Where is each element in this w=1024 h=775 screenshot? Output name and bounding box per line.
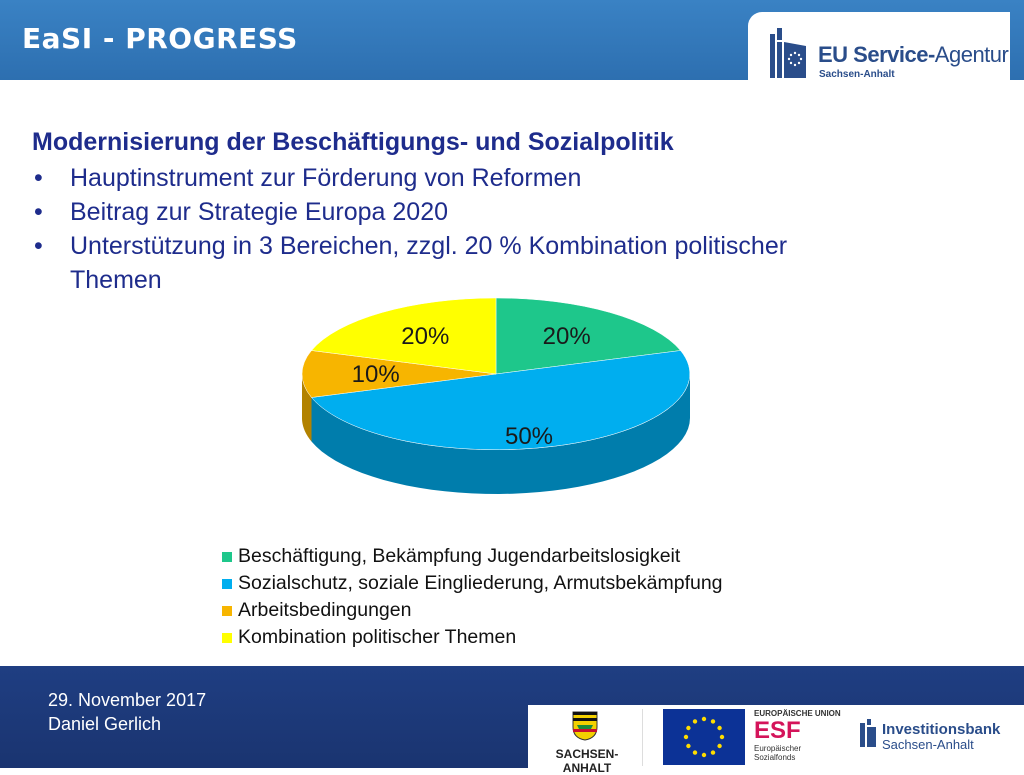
investitionsbank-region: Sachsen-Anhalt bbox=[882, 737, 974, 752]
legend-label: Arbeitsbedingungen bbox=[238, 599, 412, 621]
legend-item: Sozialschutz, soziale Eingliederung, Arm… bbox=[222, 570, 723, 597]
bullet-symbol: • bbox=[34, 232, 43, 260]
investitionsbank-logo: Investitionsbank Sachsen-Anhalt bbox=[860, 719, 1020, 759]
legend-swatch bbox=[222, 605, 232, 616]
bullet-text: Beitrag zur Strategie Europa 2020 bbox=[70, 198, 449, 226]
legend-label: Kombination politischer Themen bbox=[238, 626, 517, 648]
esf-big-text: ESF bbox=[754, 717, 801, 744]
bullet-symbol: • bbox=[34, 198, 43, 226]
eu-service-agentur-logo: EU Service-Agentur Sachsen-Anhalt bbox=[748, 12, 1010, 88]
legend-item: Arbeitsbedingungen bbox=[222, 597, 723, 624]
main-content: Modernisierung der Beschäftigungs- und S… bbox=[32, 128, 792, 297]
sachsen-anhalt-text: SACHSEN-ANHALT bbox=[555, 747, 619, 775]
legend-label: Sozialschutz, soziale Eingliederung, Arm… bbox=[238, 572, 723, 594]
investitionsbank-icon bbox=[860, 719, 876, 747]
esf-small-text-2: Sozialfonds bbox=[754, 753, 796, 762]
legend-label: Beschäftigung, Bekämpfung Jugendarbeitsl… bbox=[238, 545, 681, 567]
pie-slice-side bbox=[302, 374, 312, 442]
bullet-item: • Hauptinstrument zur Förderung von Refor… bbox=[32, 161, 792, 195]
bullet-list: • Hauptinstrument zur Förderung von Refor… bbox=[32, 161, 792, 297]
pie-slice bbox=[311, 350, 691, 451]
investitionsbank-name: Investitionsbank bbox=[882, 721, 1001, 738]
pie-data-label: 50% bbox=[505, 423, 553, 450]
pie-data-label: 20% bbox=[401, 323, 449, 350]
bullet-item: • Beitrag zur Strategie Europa 2020 bbox=[32, 195, 792, 229]
bullet-symbol: • bbox=[34, 164, 43, 192]
eu-flag-icon bbox=[663, 709, 745, 765]
legend-swatch bbox=[222, 578, 232, 589]
sachsen-anhalt-logo: SACHSEN-ANHALT bbox=[532, 709, 643, 775]
page-title: EaSI - PROGRESS bbox=[22, 22, 298, 55]
logo-name: EU Service-Agentur bbox=[818, 42, 1009, 68]
bullet-text: Hauptinstrument zur Förderung von Reform… bbox=[70, 164, 582, 192]
eu-service-agentur-icon bbox=[770, 28, 806, 78]
coat-of-arms-icon bbox=[572, 711, 598, 741]
legend-item: Kombination politischer Themen bbox=[222, 624, 723, 651]
logo-name-bold: EU Service- bbox=[818, 42, 935, 67]
pie-slice bbox=[495, 297, 681, 375]
logo-subtitle: Sachsen-Anhalt bbox=[819, 69, 895, 80]
legend-item: Beschäftigung, Bekämpfung Jugendarbeitsl… bbox=[222, 543, 723, 570]
chart-legend: Beschäftigung, Bekämpfung Jugendarbeitsl… bbox=[222, 543, 723, 651]
logo-name-regular: Agentur bbox=[934, 42, 1009, 67]
partner-logos: SACHSEN-ANHALT EUROPÄISCHE UNION ESF Eur… bbox=[528, 705, 1024, 775]
footer-text: 29. November 2017 Daniel Gerlich bbox=[48, 688, 206, 736]
pie-chart: 20%50%10%20% bbox=[301, 297, 691, 494]
esf-small-text-1: Europäischer bbox=[754, 744, 802, 753]
bullet-item: • Unterstützung in 3 Bereichen, zzgl. 20 … bbox=[32, 229, 792, 297]
esf-top-text: EUROPÄISCHE UNION bbox=[754, 709, 841, 718]
pie-slice bbox=[301, 350, 497, 398]
pie-data-label: 20% bbox=[543, 323, 591, 350]
pie-slice-side bbox=[311, 374, 690, 494]
section-heading: Modernisierung der Beschäftigungs- und S… bbox=[32, 128, 674, 156]
bullet-text: Unterstützung in 3 Bereichen, zzgl. 20 %… bbox=[70, 232, 788, 294]
legend-swatch bbox=[222, 551, 232, 562]
pie-slice bbox=[311, 297, 497, 375]
footer-date: 29. November 2017 bbox=[48, 690, 207, 710]
esf-logo: EUROPÄISCHE UNION ESF Europäischer Sozia… bbox=[754, 709, 844, 767]
legend-swatch bbox=[222, 632, 232, 643]
footer-author: Daniel Gerlich bbox=[48, 714, 162, 734]
pie-data-label: 10% bbox=[352, 361, 400, 388]
